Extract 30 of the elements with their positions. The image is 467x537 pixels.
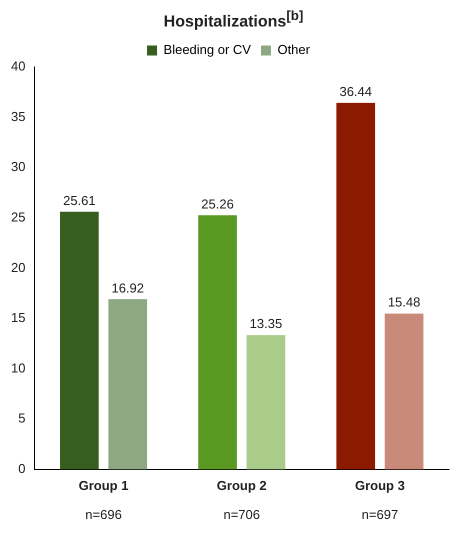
legend-label: Other <box>277 42 311 58</box>
y-tick-label: 0 <box>18 460 26 476</box>
bar <box>246 335 286 470</box>
data-label: 16.92 <box>111 280 144 296</box>
y-tick-label: 35 <box>10 108 26 124</box>
chart-title: Hospitalizations$^{[b]}$ <box>162 8 304 32</box>
bar <box>108 299 148 470</box>
data-label: 25.26 <box>201 196 234 212</box>
x-tick-label: Group 2 <box>216 478 267 493</box>
text: n=696 <box>85 507 122 522</box>
bar <box>384 314 424 470</box>
bar <box>60 212 99 470</box>
y-tick-label: 15 <box>10 310 26 326</box>
y-tick-label: 20 <box>10 260 26 275</box>
y-tick-label: 10 <box>10 360 26 376</box>
y-tick-label: 25 <box>10 209 26 224</box>
y-tick-label: 30 <box>10 159 26 174</box>
x-tick-label: Group 1 <box>78 478 128 493</box>
data-label: 15.48 <box>388 294 420 310</box>
bar <box>198 215 237 470</box>
bar <box>336 102 376 470</box>
data-label: 13.35 <box>250 316 282 332</box>
x-tick-label: Group 3 <box>354 478 405 493</box>
text: n=697 <box>362 507 398 522</box>
y-tick-label: 5 <box>18 410 26 426</box>
text: n=706 <box>223 507 260 522</box>
data-label: 25.61 <box>63 192 96 208</box>
y-tick-label: 40 <box>10 58 26 74</box>
legend-label: Bleeding or CV <box>164 42 252 58</box>
data-label: 36.44 <box>339 84 372 99</box>
